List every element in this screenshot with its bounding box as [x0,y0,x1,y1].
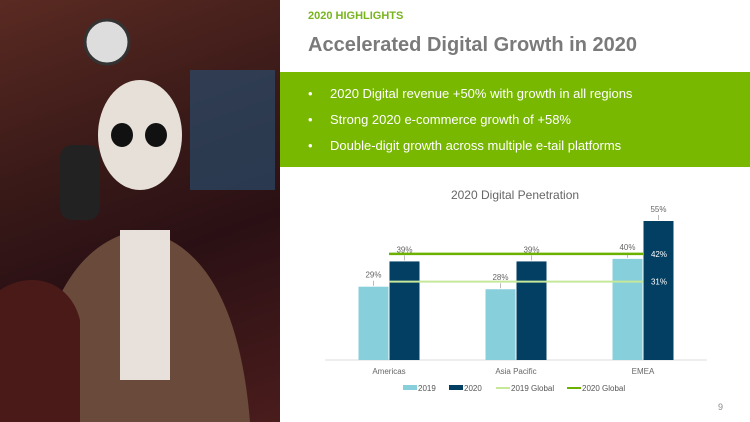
photo-illustration [0,18,275,422]
reference-label: 31% [651,278,667,287]
shirt [120,230,170,380]
category-label: Asia Pacific [495,367,536,376]
bar-2020-asia-pacific [516,261,547,360]
bar-2019-asia-pacific [485,289,516,360]
clock-icon [83,18,131,66]
data-label: 39% [523,245,539,254]
phone [60,145,100,220]
bullet-text: Strong 2020 e-commerce growth of +58% [330,112,571,127]
bullet-item: • Strong 2020 e-commerce growth of +58% [308,112,571,127]
bar-2020-emea [643,221,674,360]
legend-swatch [449,385,463,390]
sofa [0,280,80,422]
bar-2020-americas [389,261,420,360]
bar-2019-americas [358,286,389,360]
legend-swatch [403,385,417,390]
section-kicker: 2020 HIGHLIGHTS [308,10,404,22]
bullet-text: Double-digit growth across multiple e-ta… [330,138,622,153]
data-label: 55% [650,205,666,214]
legend-label: 2020 [464,384,482,393]
category-label: Americas [372,367,405,376]
page-title: Accelerated Digital Growth in 2020 [308,34,637,56]
bullet-item: • 2020 Digital revenue +50% with growth i… [308,86,633,101]
bar-2019-emea [612,258,643,360]
category-label: EMEA [632,367,655,376]
reference-label: 42% [651,250,667,259]
page-number: 9 [718,402,724,412]
data-label: 29% [365,271,381,280]
legend-label: 2019 [418,384,436,393]
legend-label: 2020 Global [582,384,625,393]
data-label: 40% [619,243,635,252]
data-label: 39% [396,245,412,254]
bullet-text: 2020 Digital revenue +50% with growth in… [330,86,633,101]
data-label: 28% [492,273,508,282]
chart-title: 2020 Digital Penetration [451,188,579,202]
window [190,70,275,190]
skull-mask [98,80,182,190]
bullet-item: • Double-digit growth across multiple e-t… [308,138,622,153]
hero-photo [0,0,280,422]
highlights-band: • 2020 Digital revenue +50% with growth i… [280,72,750,167]
legend-label: 2019 Global [511,384,554,393]
